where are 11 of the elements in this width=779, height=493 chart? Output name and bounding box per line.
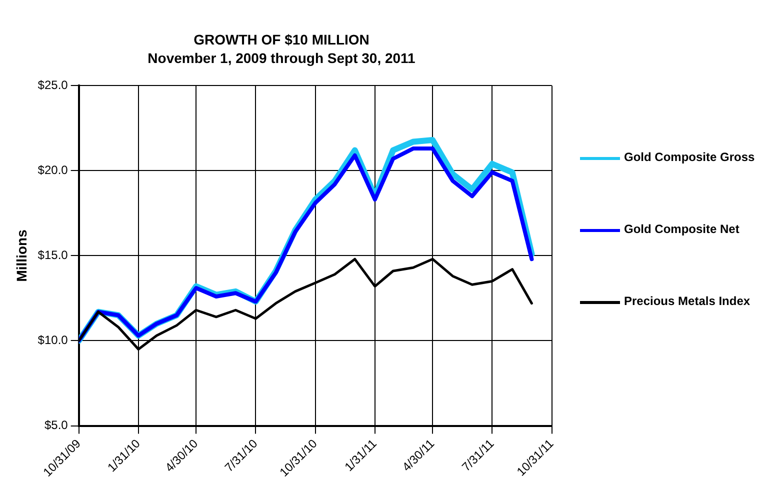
legend-label: Gold Composite Net bbox=[624, 222, 740, 236]
legend-label: Precious Metals Index bbox=[624, 294, 750, 308]
y-tick-label: $5.0 bbox=[44, 418, 68, 432]
chart-title: GROWTH OF $10 MILLION bbox=[194, 31, 370, 48]
y-tick-label: $15.0 bbox=[38, 248, 68, 262]
y-tick-label: $20.0 bbox=[38, 162, 68, 177]
legend-label: Gold Composite Gross bbox=[624, 150, 755, 164]
y-tick-label: $10.0 bbox=[38, 333, 68, 348]
chart-subtitle: November 1, 2009 through Sept 30, 2011 bbox=[148, 50, 416, 66]
y-tick-label: $25.0 bbox=[38, 78, 68, 92]
y-axis-title: Millions bbox=[13, 229, 30, 282]
